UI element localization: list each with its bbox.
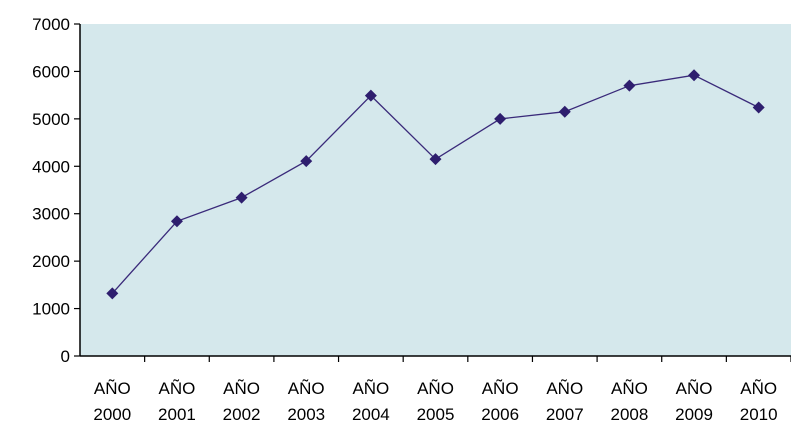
data-point bbox=[623, 79, 636, 92]
x-tick-label: AÑO 2006 bbox=[481, 379, 519, 424]
x-tick-label: AÑO 2007 bbox=[546, 379, 584, 424]
y-tick-label: 7000 bbox=[32, 15, 70, 34]
y-tick-label: 2000 bbox=[32, 252, 70, 271]
plot-area bbox=[80, 24, 791, 356]
y-tick-label: 3000 bbox=[32, 205, 70, 224]
data-point bbox=[300, 155, 313, 168]
data-point bbox=[364, 89, 377, 102]
y-tick-label: 5000 bbox=[32, 110, 70, 129]
y-axis: 0 1000 2000 3000 4000 5000 6000 7000 bbox=[32, 15, 81, 366]
x-tick-label: AÑO 2008 bbox=[610, 379, 648, 424]
data-point bbox=[106, 287, 119, 300]
y-tick-label: 1000 bbox=[32, 300, 70, 319]
x-tick-label: AÑO 2003 bbox=[287, 379, 325, 424]
data-point bbox=[235, 191, 248, 204]
y-tick-label: 6000 bbox=[32, 62, 70, 81]
data-point bbox=[688, 69, 701, 82]
x-tick-label: AÑO 2010 bbox=[740, 379, 778, 424]
x-tick-label: AÑO 2005 bbox=[417, 379, 455, 424]
y-tick-label: 4000 bbox=[32, 157, 70, 176]
data-point bbox=[494, 112, 507, 125]
x-axis: AÑO 2000 AÑO 2001 AÑO 2002 AÑO 2003 AÑO 2004 AÑO 20… bbox=[80, 355, 791, 424]
x-tick-label: AÑO 2009 bbox=[675, 379, 713, 424]
data-point bbox=[429, 153, 442, 166]
y-tick-label: 0 bbox=[61, 347, 70, 366]
data-point bbox=[558, 105, 571, 118]
x-tick-label: AÑO 2001 bbox=[158, 379, 196, 424]
data-markers bbox=[106, 69, 765, 300]
x-tick-label: AÑO 2002 bbox=[223, 379, 261, 424]
x-tick-label: AÑO 2004 bbox=[352, 379, 390, 424]
data-point bbox=[752, 101, 765, 114]
x-tick-label: AÑO 2000 bbox=[93, 379, 131, 424]
data-point bbox=[170, 215, 183, 228]
